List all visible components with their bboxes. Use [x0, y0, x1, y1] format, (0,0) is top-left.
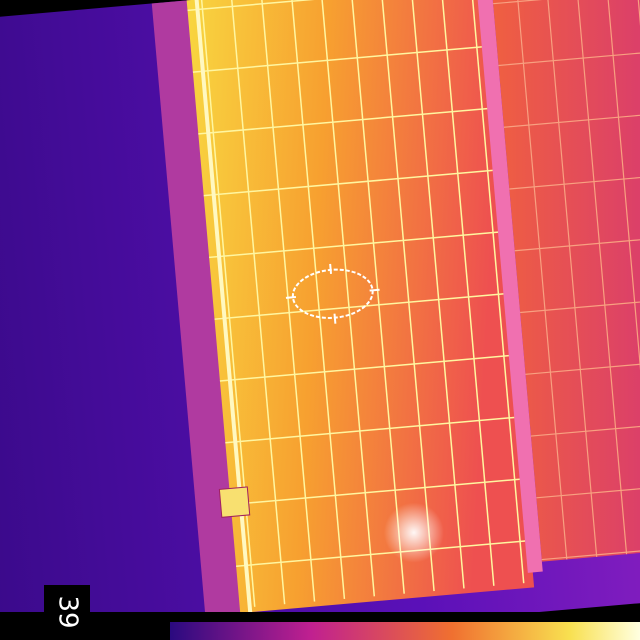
- grid-line: [410, 0, 465, 589]
- grid-line: [236, 540, 526, 567]
- grid-line: [320, 0, 376, 597]
- crosshair-tick: [369, 288, 380, 292]
- grid-line: [493, 0, 640, 5]
- grid-line: [192, 46, 482, 73]
- crosshair-tick: [285, 296, 296, 299]
- grid-line: [503, 112, 640, 128]
- panel-gap: [475, 0, 543, 573]
- grid-line: [230, 0, 286, 605]
- grid-line: [187, 0, 477, 12]
- solar-panel: [490, 0, 640, 562]
- crosshair-tick: [329, 263, 333, 274]
- grid-line: [214, 293, 504, 320]
- grid-line: [203, 169, 493, 197]
- crosshair: [285, 263, 380, 324]
- grid-line: [209, 231, 499, 259]
- grid-line: [514, 0, 568, 560]
- grid-line: [520, 297, 640, 314]
- grid-line: [198, 107, 488, 135]
- hot-spot: [383, 502, 444, 563]
- grid-line: [225, 416, 515, 444]
- grid-line: [509, 174, 640, 190]
- grid-line: [541, 545, 640, 561]
- grid-line: [230, 478, 520, 506]
- grid-line: [469, 0, 525, 584]
- grid-line: [219, 354, 509, 382]
- grid-line: [290, 0, 346, 599]
- grid-line: [574, 0, 628, 555]
- grid-line: [604, 0, 640, 552]
- temperature-label: 39: [53, 595, 83, 628]
- grid-line: [439, 0, 495, 586]
- grid-line: [525, 359, 640, 375]
- frame-edge: [151, 0, 248, 640]
- crosshair-tick: [333, 313, 337, 324]
- grid-line: [380, 0, 435, 592]
- junction-box: [218, 486, 251, 518]
- panel-grid: [187, 0, 640, 613]
- label-box: [44, 585, 90, 640]
- color-scale: [170, 622, 640, 640]
- grid-line: [530, 421, 640, 437]
- grid-line: [544, 0, 598, 557]
- grid-line: [514, 236, 640, 252]
- grid-line: [536, 483, 640, 499]
- grid-line: [498, 50, 640, 67]
